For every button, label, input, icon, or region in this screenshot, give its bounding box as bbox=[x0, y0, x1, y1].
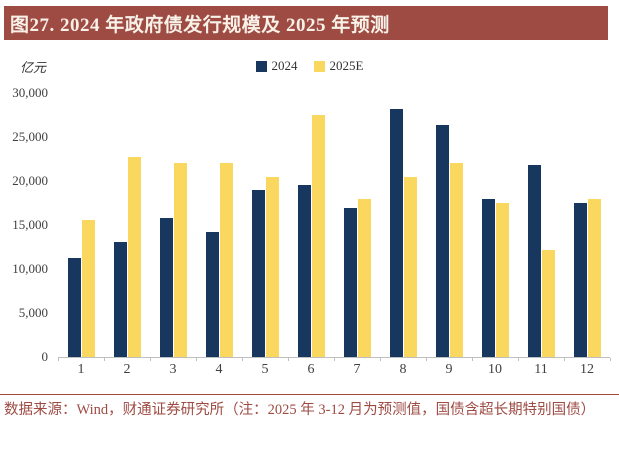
x-tick-label-6: 6 bbox=[307, 362, 315, 377]
x-tick-label-5: 5 bbox=[261, 362, 269, 377]
y-tick-label-15000: 15,000 bbox=[12, 217, 48, 232]
x-tick-label-8: 8 bbox=[399, 362, 407, 377]
bar-2024-month-2 bbox=[113, 242, 127, 357]
footer-divider bbox=[0, 394, 619, 395]
x-axis-tick-mark bbox=[104, 358, 105, 361]
y-tick-label-0: 0 bbox=[41, 349, 49, 364]
legend-label: 2025E bbox=[329, 58, 364, 73]
bar-2025E-month-4 bbox=[219, 163, 233, 357]
x-axis-tick-mark bbox=[196, 358, 197, 361]
bar-2025E-month-12 bbox=[587, 199, 601, 357]
bar-2025E-month-1 bbox=[81, 220, 95, 357]
x-axis-tick-mark bbox=[58, 358, 59, 361]
bar-groups-container bbox=[58, 93, 610, 357]
bar-2024-month-12 bbox=[573, 203, 587, 357]
y-tick-label-5000: 5,000 bbox=[18, 305, 48, 320]
bar-group-month-6 bbox=[288, 93, 334, 357]
bar-chart-plot-area bbox=[58, 93, 610, 358]
chart-legend: 2024 2025E bbox=[0, 58, 619, 74]
bar-group-month-11 bbox=[518, 93, 564, 357]
bar-group-month-10 bbox=[472, 93, 518, 357]
x-tick-label-9: 9 bbox=[445, 362, 453, 377]
bar-2025E-month-10 bbox=[495, 203, 509, 357]
bar-2025E-month-6 bbox=[311, 115, 325, 357]
bar-2025E-month-7 bbox=[357, 199, 371, 357]
y-tick-label-25000: 25,000 bbox=[12, 129, 48, 144]
bar-2024-month-3 bbox=[159, 218, 173, 357]
bar-group-month-3 bbox=[150, 93, 196, 357]
bar-group-month-5 bbox=[242, 93, 288, 357]
bar-group-month-12 bbox=[564, 93, 610, 357]
legend-item-2025E: 2025E bbox=[313, 58, 364, 74]
x-tick-label-2: 2 bbox=[123, 362, 131, 377]
x-axis-tick-mark bbox=[242, 358, 243, 361]
y-axis-unit-label: 亿元 bbox=[20, 60, 47, 75]
bar-2024-month-1 bbox=[67, 258, 81, 357]
figure-title: 图27. 2024 年政府债发行规模及 2025 年预测 bbox=[10, 14, 390, 36]
y-tick-label-30000: 30,000 bbox=[12, 85, 48, 100]
bar-2024-month-10 bbox=[481, 199, 495, 357]
x-axis-tick-mark bbox=[288, 358, 289, 361]
bar-2025E-month-11 bbox=[541, 250, 555, 357]
bar-2025E-month-3 bbox=[173, 163, 187, 357]
x-tick-label-7: 7 bbox=[353, 362, 361, 377]
data-source-note: 数据来源：Wind，财通证券研究所（注：2025 年 3-12 月为预测值，国债… bbox=[4, 402, 596, 418]
bar-2024-month-5 bbox=[251, 190, 265, 357]
legend-label: 2024 bbox=[271, 58, 298, 73]
x-axis-tick-mark bbox=[610, 358, 611, 361]
x-tick-label-12: 12 bbox=[580, 362, 594, 377]
y-tick-label-20000: 20,000 bbox=[12, 173, 48, 188]
y-tick-label-10000: 10,000 bbox=[12, 261, 48, 276]
x-tick-label-11: 11 bbox=[534, 362, 548, 377]
figure-title-bar: 图27. 2024 年政府债发行规模及 2025 年预测 bbox=[4, 6, 608, 40]
x-tick-label-3: 3 bbox=[169, 362, 177, 377]
x-axis-tick-mark bbox=[380, 358, 381, 361]
bar-group-month-7 bbox=[334, 93, 380, 357]
x-axis-tick-mark bbox=[564, 358, 565, 361]
x-axis-tick-mark bbox=[518, 358, 519, 361]
bar-group-month-8 bbox=[380, 93, 426, 357]
bar-2025E-month-9 bbox=[449, 163, 463, 357]
bar-2024-month-4 bbox=[205, 232, 219, 357]
bar-2024-month-9 bbox=[435, 125, 449, 357]
bar-group-month-2 bbox=[104, 93, 150, 357]
bar-2024-month-11 bbox=[527, 165, 541, 357]
legend-item-2024: 2024 bbox=[255, 58, 298, 74]
legend-swatch-2025E bbox=[313, 60, 325, 72]
bar-group-month-4 bbox=[196, 93, 242, 357]
bar-2024-month-6 bbox=[297, 185, 311, 357]
x-axis-tick-mark bbox=[334, 358, 335, 361]
bar-group-month-9 bbox=[426, 93, 472, 357]
bar-2024-month-7 bbox=[343, 208, 357, 357]
bar-2025E-month-8 bbox=[403, 177, 417, 357]
legend-swatch-2024 bbox=[255, 60, 267, 72]
bar-2025E-month-5 bbox=[265, 177, 279, 357]
bar-group-month-1 bbox=[58, 93, 104, 357]
x-axis-tick-mark bbox=[150, 358, 151, 361]
x-tick-label-1: 1 bbox=[77, 362, 85, 377]
bar-2024-month-8 bbox=[389, 109, 403, 357]
x-axis-tick-mark bbox=[426, 358, 427, 361]
bar-2025E-month-2 bbox=[127, 157, 141, 357]
x-axis-tick-mark bbox=[472, 358, 473, 361]
x-tick-label-10: 10 bbox=[488, 362, 502, 377]
x-tick-label-4: 4 bbox=[215, 362, 223, 377]
